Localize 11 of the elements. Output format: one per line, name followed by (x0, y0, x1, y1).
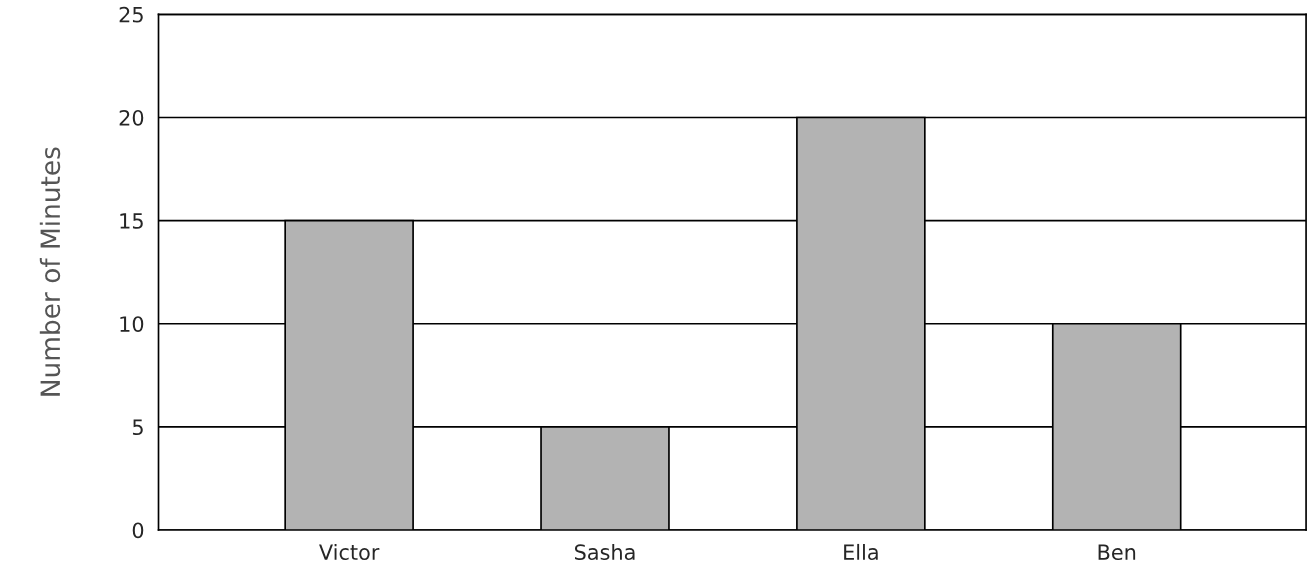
x-tick-label: Ella (844, 543, 878, 561)
y-tick-label: 25 (119, 6, 143, 23)
y-tick-label: 15 (120, 213, 143, 229)
y-tick-label: 5 (132, 419, 143, 436)
y-axis-title: Number of Minutes (39, 147, 61, 396)
x-tick-label: Sasha (574, 543, 635, 561)
y-tick-label: 0 (132, 522, 144, 539)
x-tick-label: Victor (319, 543, 380, 561)
x-tick-label: Ben (1098, 544, 1136, 561)
y-tick-label: 20 (119, 109, 144, 126)
y-tick-label: 10 (120, 316, 144, 332)
